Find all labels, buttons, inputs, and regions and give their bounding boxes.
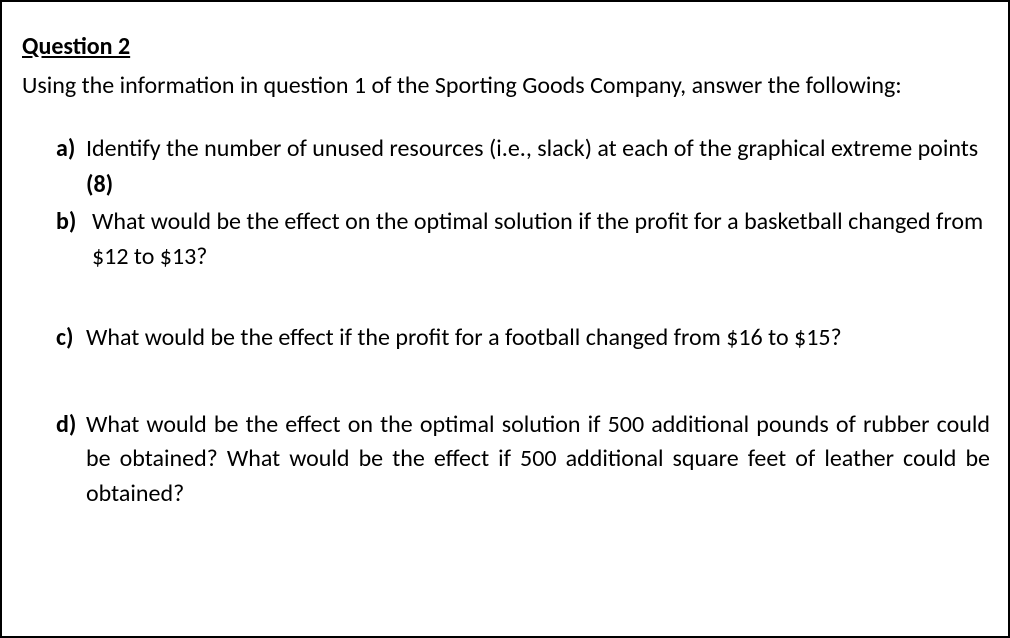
part-c: c) What would be the effect if the profi…: [22, 321, 990, 356]
part-a-label: a): [56, 132, 86, 167]
part-c-label: c): [56, 321, 86, 356]
question-page: Question 2 Using the information in ques…: [0, 0, 1010, 638]
part-b-text: What would be the effect on the optimal …: [86, 205, 990, 275]
question-intro: Using the information in question 1 of t…: [22, 69, 990, 104]
part-a: a) Identify the number of unused resourc…: [22, 132, 990, 167]
part-a-marks: (8): [22, 168, 990, 203]
part-d-label: d): [56, 408, 86, 512]
part-b-label: b): [56, 205, 86, 275]
question-heading: Question 2: [22, 30, 990, 65]
part-c-text: What would be the effect if the profit f…: [86, 321, 990, 356]
part-a-text: Identify the number of unused resources …: [86, 132, 990, 167]
part-d-text: What would be the effect on the optimal …: [86, 408, 990, 512]
part-d: d) What would be the effect on the optim…: [22, 408, 990, 512]
part-b: b) What would be the effect on the optim…: [22, 205, 990, 275]
